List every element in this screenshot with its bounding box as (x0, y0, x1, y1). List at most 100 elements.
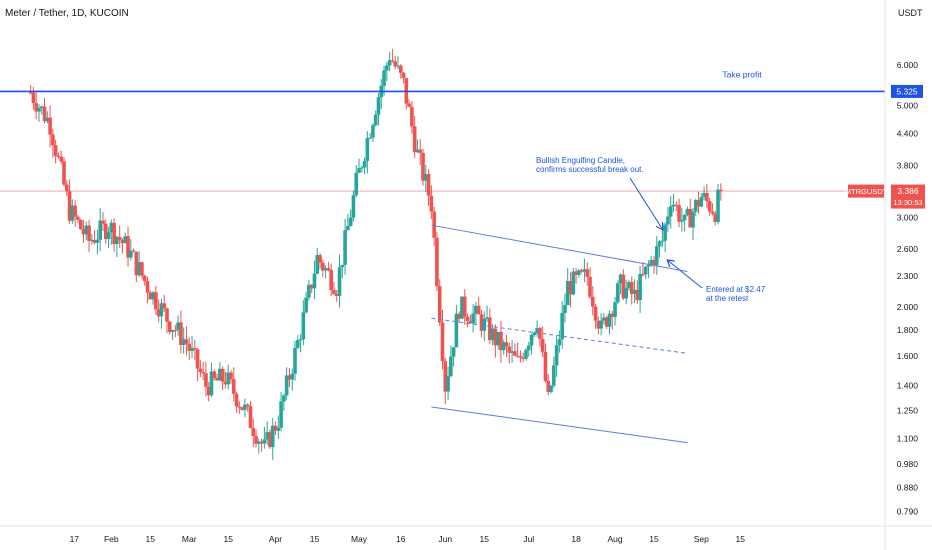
x-tick-label: 16 (396, 534, 406, 544)
candle-body (78, 219, 83, 230)
last-price-badge (891, 184, 925, 209)
candle-body (407, 103, 411, 107)
candle-body (190, 348, 194, 351)
candle-body (624, 288, 628, 299)
candle-body (354, 172, 359, 196)
candle-body (468, 321, 473, 324)
candle-body (421, 152, 425, 181)
candle-body (604, 317, 609, 327)
candle-body (237, 406, 242, 408)
candle-body (596, 320, 601, 329)
candle-body (699, 197, 704, 207)
candle-body (329, 270, 333, 291)
candle-body (98, 220, 102, 240)
candle-body (73, 205, 77, 217)
candle-body (42, 106, 47, 122)
y-tick-label: 2.300 (897, 271, 919, 281)
candle-body (362, 160, 367, 168)
candle-body (259, 441, 264, 444)
symbol-badge (848, 184, 884, 198)
candle-body (245, 404, 250, 407)
candle-body (165, 308, 169, 322)
candle-body (371, 125, 375, 138)
candle-body (666, 216, 670, 225)
y-tick-label: 2.000 (897, 302, 919, 312)
candle-body (393, 61, 397, 67)
candle-body (234, 393, 239, 407)
candle-body (685, 208, 690, 215)
candle-body (482, 319, 487, 331)
x-tick-label: Jul (523, 534, 534, 544)
x-tick-label: 15 (146, 534, 156, 544)
candle-body (270, 425, 275, 448)
candle-body (254, 435, 258, 444)
candle-body (649, 259, 654, 265)
candle-body (95, 239, 100, 243)
candle-body (321, 262, 325, 271)
candle-body (84, 225, 89, 235)
candle-body (707, 201, 712, 212)
countdown-text: 13:30:53 (893, 198, 922, 207)
candle-body (162, 303, 166, 309)
candle-body (167, 321, 172, 332)
candle-body (641, 274, 645, 276)
candle-body (529, 334, 534, 346)
x-tick-label: 15 (736, 534, 746, 544)
candle-body (457, 313, 461, 319)
candle-body (568, 281, 573, 295)
candle-body (129, 250, 133, 258)
candle-body (39, 106, 44, 108)
take-profit-label: Take profit (722, 69, 762, 79)
candle-body (123, 236, 128, 244)
take-profit-price-text: 5.325 (896, 86, 918, 96)
candle-body (48, 117, 52, 135)
candle-body (451, 347, 456, 357)
candle-body (521, 357, 526, 359)
y-tick-label: 4.400 (897, 128, 919, 138)
candle-body (465, 316, 470, 322)
candle-body (223, 381, 228, 385)
candle-body (365, 138, 370, 161)
candle-body (134, 251, 139, 276)
candle-body (496, 331, 500, 346)
candle-body (187, 343, 192, 351)
candle-body (332, 290, 336, 295)
candle-body (195, 349, 200, 369)
candle-body (298, 339, 303, 341)
channel-lower-line[interactable] (431, 406, 688, 444)
candle-body (418, 149, 423, 153)
candle-body (109, 222, 114, 233)
candle-body (657, 241, 662, 247)
candle-body (137, 262, 141, 276)
candle-body (212, 371, 217, 378)
candle-body (315, 255, 320, 274)
entry-annotation-line2: at the retest (706, 294, 749, 303)
candle-body (37, 107, 41, 112)
candle-body (476, 305, 481, 315)
candle-body (106, 232, 111, 239)
candle-body (154, 292, 158, 310)
channel-upper-line[interactable] (431, 224, 688, 272)
candle-body (34, 103, 38, 112)
candle-body (257, 441, 261, 444)
candle-body (610, 313, 615, 317)
candle-body (688, 208, 692, 228)
candle-body (696, 200, 701, 207)
candle-body (446, 376, 450, 392)
candle-body (64, 184, 69, 192)
candle-body (454, 313, 459, 348)
candle-body (312, 273, 317, 289)
candle-body (117, 236, 122, 240)
channel-mid-line[interactable] (431, 317, 688, 354)
candle-body (535, 328, 539, 333)
x-tick-label: Jun (438, 534, 452, 544)
candle-body (674, 204, 679, 206)
candle-body (410, 106, 414, 127)
candle-body (226, 372, 231, 385)
candle-body (390, 60, 395, 62)
candle-body (293, 347, 297, 374)
candle-body (220, 368, 225, 382)
candle-body (460, 296, 464, 319)
